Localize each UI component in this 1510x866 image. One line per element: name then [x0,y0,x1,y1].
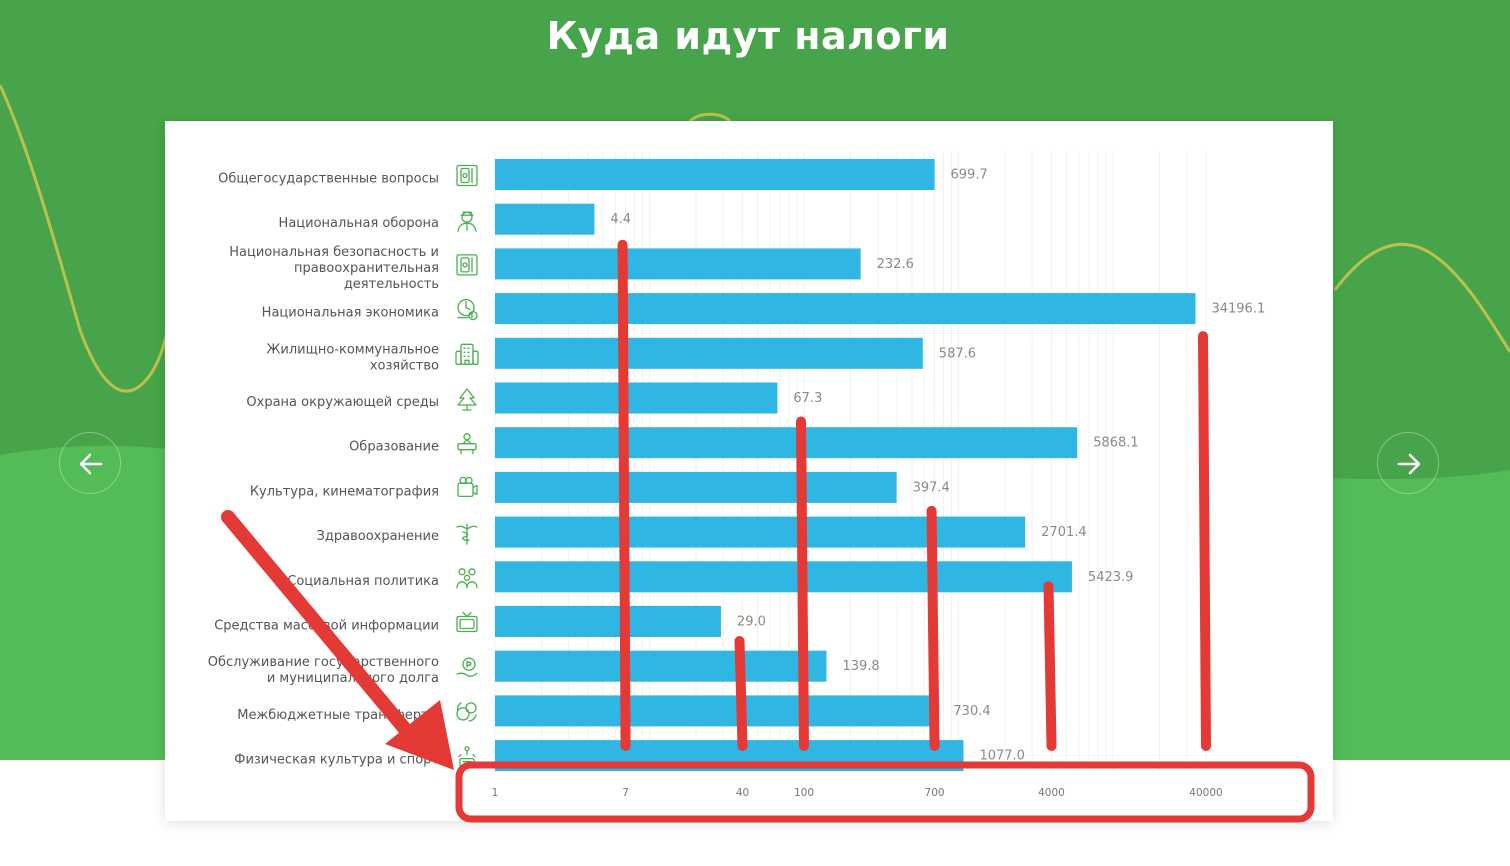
value-label: 5423.9 [1088,570,1134,585]
building-icon [455,343,479,365]
value-label: 67.3 [793,391,822,406]
bar[interactable] [495,203,595,235]
category-label: Охрана окружающей среды [246,395,439,410]
film-icon [457,476,478,498]
arrow-left-icon [79,453,103,475]
caduceus-icon [456,523,478,545]
transfer-icon [456,702,477,722]
value-label: 730.4 [953,704,990,719]
x-tick-label: 1 [492,787,499,799]
arrow-right-icon [1397,453,1421,475]
bars [495,159,1196,772]
x-tick-label: 40000 [1189,787,1222,799]
prev-slide-button[interactable] [59,432,121,494]
education-icon [457,433,477,455]
bar[interactable] [495,382,778,414]
category-label: Обслуживание государственного [208,655,439,670]
bar[interactable] [495,471,897,503]
bar[interactable] [495,695,938,727]
category-label: Социальная политика [287,574,439,589]
category-label: деятельность [344,277,439,292]
category-label: Культура, кинематография [250,484,439,499]
category-label: Национальная безопасность и [229,245,439,260]
family-icon [456,568,478,589]
soldier-icon [457,211,477,232]
bar[interactable] [495,427,1078,459]
value-label: 699.7 [951,168,988,183]
coin-hand-icon [456,657,478,677]
economy-icon [457,298,478,321]
bar[interactable] [495,337,923,369]
x-tick-label: 100 [794,787,814,799]
category-label: Межбюджетные трансферты [237,708,439,723]
value-label: 2701.4 [1041,525,1087,540]
bar[interactable] [495,650,827,682]
value-label: 139.8 [842,659,879,674]
x-axis: 1 7 40 100 700 4000 40000 [492,787,1223,799]
value-label: 1077.0 [979,749,1025,764]
value-label: 34196.1 [1211,302,1265,317]
value-label: 397.4 [913,480,950,495]
value-label: 587.6 [939,346,976,361]
x-tick-label: 700 [925,787,945,799]
sport-icon [458,745,476,768]
bar[interactable] [495,516,1026,548]
x-tick-label: 4000 [1038,787,1065,799]
bar[interactable] [495,293,1196,325]
bar[interactable] [495,159,935,190]
category-label: Образование [349,440,439,455]
value-label: 4.4 [610,212,631,227]
bar[interactable] [495,740,964,772]
page-title: Куда идут налоги [546,14,950,58]
document-icon [456,164,478,187]
chart-card: Общегосударственные вопросы 699.7 Национал… [165,121,1333,821]
value-label: 5868.1 [1093,436,1139,451]
category-label: хозяйство [370,358,439,373]
bar[interactable] [495,606,721,637]
value-label: 232.6 [877,257,914,272]
next-slide-button[interactable] [1377,432,1439,494]
bar[interactable] [495,561,1072,593]
category-label: Здравоохранение [317,529,439,544]
category-label: и муниципального долга [267,671,439,686]
category-label: Общегосударственные вопросы [218,172,439,187]
bar[interactable] [495,248,861,280]
category-label: правоохранительная [294,261,439,276]
tax-spending-chart: Общегосударственные вопросы 699.7 Национал… [208,151,1265,799]
value-label: 29.0 [737,615,766,630]
category-label: Национальная оборона [279,216,439,231]
document-icon [456,254,478,276]
category-label: Физическая культура и спорт [234,753,439,768]
category-label: Жилищно-коммунальное [266,342,439,357]
x-tick-label: 40 [736,787,749,799]
category-label: Национальная экономика [262,306,439,321]
tree-icon [457,388,477,411]
tv-icon [456,611,478,633]
category-label: Средства массовой информации [214,619,439,634]
x-tick-label: 7 [622,787,629,799]
